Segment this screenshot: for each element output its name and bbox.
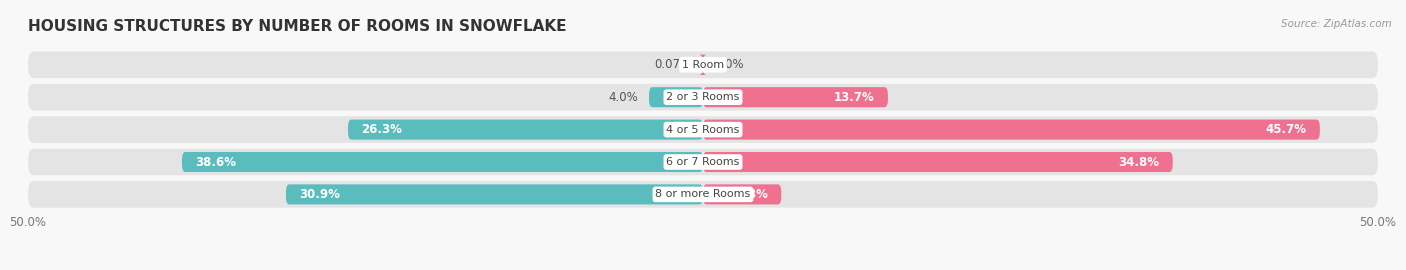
Text: 4.0%: 4.0% — [609, 91, 638, 104]
FancyBboxPatch shape — [181, 152, 703, 172]
FancyBboxPatch shape — [28, 52, 1378, 78]
Text: 8 or more Rooms: 8 or more Rooms — [655, 189, 751, 200]
Text: 0.0%: 0.0% — [714, 58, 744, 71]
FancyBboxPatch shape — [28, 116, 1378, 143]
Text: 26.3%: 26.3% — [361, 123, 402, 136]
Text: 13.7%: 13.7% — [834, 91, 875, 104]
Text: 6 or 7 Rooms: 6 or 7 Rooms — [666, 157, 740, 167]
Text: Source: ZipAtlas.com: Source: ZipAtlas.com — [1281, 19, 1392, 29]
FancyBboxPatch shape — [703, 184, 782, 204]
FancyBboxPatch shape — [703, 87, 889, 107]
FancyBboxPatch shape — [703, 120, 1320, 140]
FancyBboxPatch shape — [28, 181, 1378, 208]
Legend: Owner-occupied, Renter-occupied: Owner-occupied, Renter-occupied — [576, 266, 830, 270]
FancyBboxPatch shape — [700, 55, 706, 75]
FancyBboxPatch shape — [650, 87, 703, 107]
FancyBboxPatch shape — [700, 55, 706, 75]
Text: 34.8%: 34.8% — [1118, 156, 1159, 168]
Text: 4 or 5 Rooms: 4 or 5 Rooms — [666, 124, 740, 135]
Text: 5.8%: 5.8% — [735, 188, 768, 201]
FancyBboxPatch shape — [703, 152, 1173, 172]
FancyBboxPatch shape — [349, 120, 703, 140]
Text: 30.9%: 30.9% — [299, 188, 340, 201]
FancyBboxPatch shape — [28, 84, 1378, 110]
Text: 0.07%: 0.07% — [654, 58, 692, 71]
FancyBboxPatch shape — [285, 184, 703, 204]
FancyBboxPatch shape — [28, 149, 1378, 175]
Text: 1 Room: 1 Room — [682, 60, 724, 70]
Text: 38.6%: 38.6% — [195, 156, 236, 168]
Text: HOUSING STRUCTURES BY NUMBER OF ROOMS IN SNOWFLAKE: HOUSING STRUCTURES BY NUMBER OF ROOMS IN… — [28, 19, 567, 34]
Text: 45.7%: 45.7% — [1265, 123, 1306, 136]
Text: 2 or 3 Rooms: 2 or 3 Rooms — [666, 92, 740, 102]
